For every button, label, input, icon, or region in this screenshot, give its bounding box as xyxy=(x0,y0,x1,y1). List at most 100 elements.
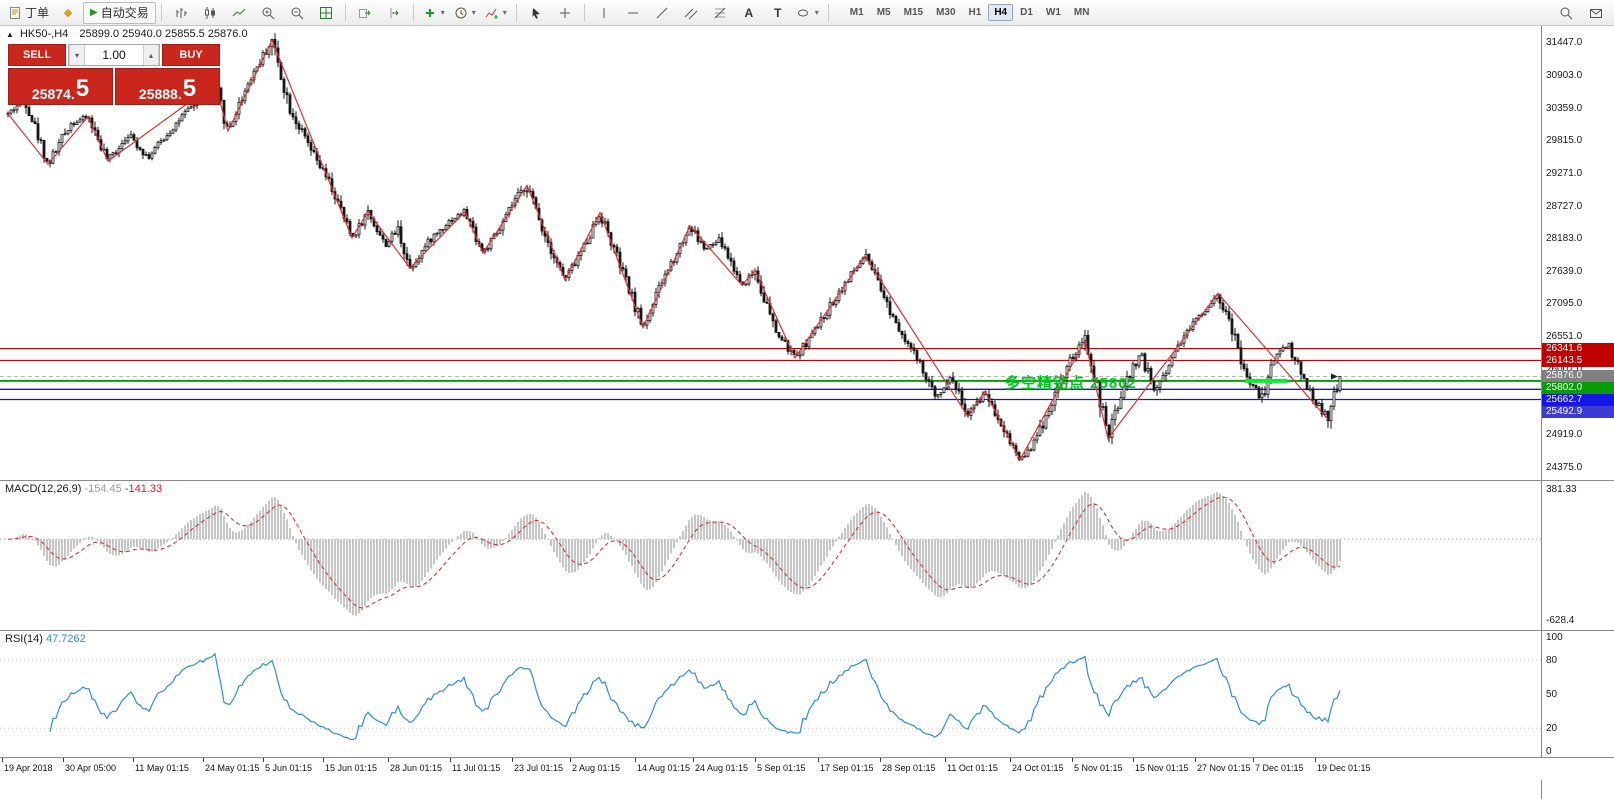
auto-scroll-button[interactable] xyxy=(351,2,379,24)
volume-stepper[interactable]: ▾ 1.00 ▴ xyxy=(68,44,160,66)
time-axis-tick xyxy=(450,758,451,762)
price-level-badge: 25802.0 xyxy=(1542,382,1614,395)
favorites-button[interactable]: ◆ xyxy=(54,2,82,24)
time-axis-label: 23 Jul 01:15 xyxy=(514,763,564,773)
timeframe-button-m15[interactable]: M15 xyxy=(903,7,924,18)
buy-price-big-digit: 5 xyxy=(182,75,197,102)
panel-separator[interactable] xyxy=(0,480,1614,481)
line-chart-button[interactable] xyxy=(225,2,253,24)
sell-button[interactable]: SELL xyxy=(8,44,66,66)
timeframe-button-w1[interactable]: W1 xyxy=(1045,7,1061,18)
label-tool-button[interactable]: T xyxy=(764,2,792,24)
time-axis-tick xyxy=(388,758,389,762)
scale-label: 27639.0 xyxy=(1546,265,1583,277)
price-scale[interactable]: 31447.0 30903.0 30359.0 29815.0 29271.0 28727… xyxy=(1541,26,1614,799)
scale-label: 30359.0 xyxy=(1546,102,1583,114)
channel-tool-button[interactable] xyxy=(677,2,705,24)
buy-price-display[interactable]: 25888. 5 xyxy=(115,68,220,105)
vertical-line-tool-button[interactable] xyxy=(590,2,618,24)
toolbar-separator xyxy=(827,4,829,21)
new-order-button[interactable]: 丁单 xyxy=(4,2,53,24)
crosshair-tool-button[interactable] xyxy=(551,2,579,24)
rsi-label: RSI(14) 47.7262 xyxy=(5,633,86,645)
chart-symbol-period: HK50-,H4 xyxy=(19,28,69,40)
timeframe-button-m5[interactable]: M5 xyxy=(876,7,891,18)
price-level-badge: 26143.5 xyxy=(1542,354,1614,367)
macd-canvas[interactable] xyxy=(0,481,1541,630)
panel-separator[interactable] xyxy=(0,630,1614,631)
price-chart-canvas[interactable] xyxy=(0,26,1541,480)
macd-panel[interactable]: MACD(12,26,9) -154.45 -141.33 xyxy=(0,481,1541,630)
timeframe-button-m1[interactable]: M1 xyxy=(849,7,864,18)
time-axis-tick xyxy=(570,758,571,762)
sell-price-display[interactable]: 25874. 5 xyxy=(8,68,113,105)
rsi-canvas[interactable] xyxy=(0,631,1541,757)
trendline-tool-button[interactable] xyxy=(648,2,676,24)
scale-label: 31447.0 xyxy=(1546,37,1583,49)
volume-increase-button[interactable]: ▴ xyxy=(143,45,159,65)
scale-label: 24919.0 xyxy=(1546,428,1583,440)
time-axis-tick xyxy=(1072,758,1073,762)
time-axis-label: 19 Apr 2018 xyxy=(4,763,53,773)
time-axis[interactable]: 19 Apr 2018 30 Apr 05:00 11 May 01:15 24 Ma… xyxy=(0,757,1614,780)
scale-label: 26007.0 xyxy=(1546,363,1583,375)
time-axis-label: 2 Aug 01:15 xyxy=(572,763,621,773)
shapes-tool-button[interactable]: ▾ xyxy=(793,2,823,24)
toolbar-separator xyxy=(583,4,585,21)
timeframe-toolbar: M1 M5 M15 M30 H1 H4 D1 W1 MN xyxy=(844,4,1096,21)
timeframe-button-d1[interactable]: D1 xyxy=(1020,7,1033,18)
new-chart-button[interactable]: ▾ xyxy=(419,2,449,24)
time-axis-label: 24 Aug 01:15 xyxy=(695,763,749,773)
zoom-out-icon xyxy=(291,7,304,19)
time-axis-tick xyxy=(1133,758,1134,762)
price-level-badge: 25876.0 xyxy=(1542,370,1614,383)
zoom-in-button[interactable] xyxy=(254,2,282,24)
bar-chart-button[interactable] xyxy=(167,2,195,24)
mail-icon xyxy=(1590,8,1602,18)
label-tool-icon: T xyxy=(774,5,782,20)
buy-price-main: 25888. xyxy=(138,86,182,102)
horizontal-line-tool-button[interactable] xyxy=(619,2,647,24)
fibonacci-tool-button[interactable] xyxy=(706,2,734,24)
rsi-value: 47.7262 xyxy=(45,633,86,645)
volume-value[interactable]: 1.00 xyxy=(102,48,126,62)
chevron-down-icon: ▾ xyxy=(440,8,445,17)
toolbar-separator xyxy=(344,4,346,21)
periods-button[interactable]: ▾ xyxy=(450,2,480,24)
time-axis-label: 5 Jun 01:15 xyxy=(265,763,313,773)
time-axis-label: 24 May 01:15 xyxy=(205,763,260,773)
buy-button[interactable]: BUY xyxy=(162,44,220,66)
timeframe-button-h1[interactable]: H1 xyxy=(968,7,982,18)
volume-decrease-button[interactable]: ▾ xyxy=(69,45,85,65)
mail-button[interactable] xyxy=(1582,2,1610,24)
time-axis-tick xyxy=(133,758,134,762)
chart-shift-button[interactable] xyxy=(380,2,408,24)
time-axis-label: 14 Aug 01:15 xyxy=(637,763,691,773)
price-chart-panel[interactable]: ▲ HK50-,H4 25899.0 25940.0 25855.5 25876… xyxy=(0,26,1541,480)
zoom-out-button[interactable] xyxy=(283,2,311,24)
chart-window[interactable]: ▲ HK50-,H4 25899.0 25940.0 25855.5 25876… xyxy=(0,26,1614,799)
chevron-down-icon: ▾ xyxy=(814,8,819,17)
price-level-badge: 26341.6 xyxy=(1542,342,1614,355)
collapse-arrow-icon[interactable]: ▲ xyxy=(6,30,14,39)
time-axis-tick xyxy=(323,758,324,762)
macd-main-value: -154.45 xyxy=(84,483,122,495)
time-axis-label: 5 Sep 01:15 xyxy=(757,763,806,773)
search-icon xyxy=(1560,7,1573,19)
time-axis-label: 17 Sep 01:15 xyxy=(820,763,874,773)
chevron-down-icon: ▾ xyxy=(471,8,476,17)
candlestick-chart-button[interactable] xyxy=(196,2,224,24)
timeframe-button-h4[interactable]: H4 xyxy=(988,4,1014,21)
text-tool-button[interactable]: A xyxy=(735,2,763,24)
autotrading-toggle-button[interactable]: ▶ 自动交易 xyxy=(83,1,156,24)
indicators-button[interactable]: ▾ xyxy=(481,2,511,24)
scale-label: 80 xyxy=(1546,654,1558,666)
timeframe-button-mn[interactable]: MN xyxy=(1073,7,1090,18)
search-button[interactable] xyxy=(1552,2,1580,24)
scale-label: 27095.0 xyxy=(1546,298,1583,310)
cursor-tool-button[interactable] xyxy=(522,2,550,24)
time-axis-label: 15 Nov 01:15 xyxy=(1135,763,1189,773)
rsi-panel[interactable]: RSI(14) 47.7262 xyxy=(0,631,1541,757)
tile-windows-button[interactable] xyxy=(312,2,340,24)
timeframe-button-m30[interactable]: M30 xyxy=(936,7,956,18)
